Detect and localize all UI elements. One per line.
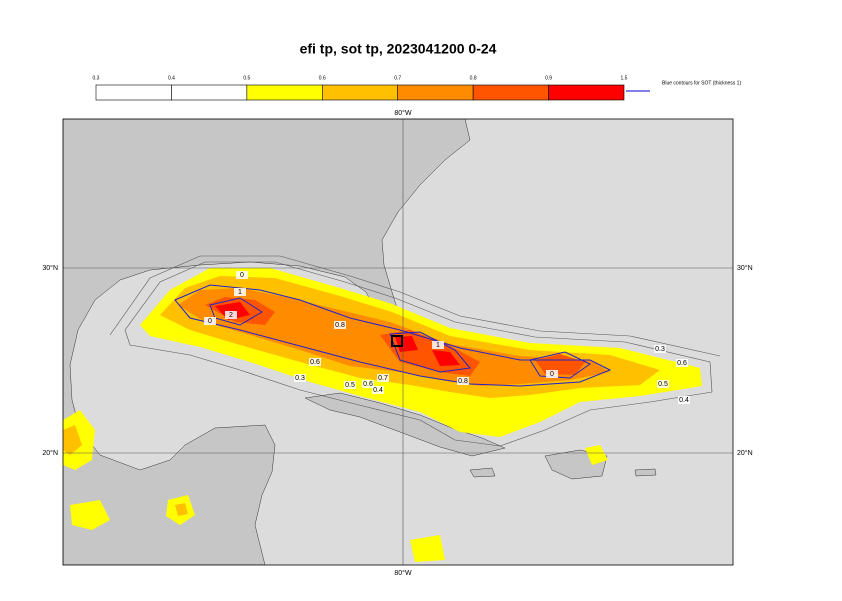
contour-label-bg xyxy=(676,359,688,367)
axis-label-bottom: 80°W xyxy=(394,569,412,577)
axis-label-left: 30°N xyxy=(42,264,58,272)
colorbar-tick-label: 0.9 xyxy=(545,75,552,81)
colorbar-cell xyxy=(397,84,474,101)
axis-label-right: 20°N xyxy=(737,449,753,457)
colorbar-tick-label: 0.3 xyxy=(93,75,100,81)
contour-label: 0.4 xyxy=(679,397,689,404)
axis-label-right: 30°N xyxy=(737,264,753,272)
colorbar-tick-label: 1.5 xyxy=(621,75,628,81)
colorbar-cell xyxy=(171,84,248,101)
contour-label: 0.4 xyxy=(373,387,383,394)
colorbar-cell xyxy=(95,84,172,101)
legend-text: Blue contours for SOT (thickness 1) xyxy=(662,80,741,86)
colorbar-tick-label: 0.5 xyxy=(243,75,250,81)
efi-area xyxy=(63,425,188,516)
contour-label-bg xyxy=(344,381,356,389)
contour-label: 0 xyxy=(550,371,554,378)
axis-label-top: 80°W xyxy=(394,109,412,117)
sot-contours xyxy=(174,284,612,387)
land-puerto-rico xyxy=(634,468,657,477)
contour-label: 0.3 xyxy=(655,346,665,353)
contour-label: 1 xyxy=(436,342,440,349)
map: 0 1 2 0 0.8 1 0.6 0.8 0 0.3 0.6 0.5 0.6 0.7 0.4 0.3 0.5 0… xyxy=(63,119,733,565)
contour-label-bg xyxy=(236,271,248,279)
contour-label-bg xyxy=(362,380,374,388)
contour-label: 0.6 xyxy=(310,359,320,366)
contour-label: 0.7 xyxy=(378,375,388,382)
colorbar: 0.3 0.4 0.5 0.6 0.7 0.8 0.9 1.5 xyxy=(93,75,628,101)
axis-label-left: 20°N xyxy=(42,449,58,457)
contour-label-bg xyxy=(372,386,384,394)
contour-label: 0.5 xyxy=(658,381,668,388)
contour-label-bg xyxy=(546,370,558,378)
contour-label: 0.5 xyxy=(345,382,355,389)
map-frame xyxy=(62,118,734,566)
contour-label-bg xyxy=(234,288,246,296)
contour-label-bg xyxy=(294,374,306,382)
contour-label: 0 xyxy=(208,318,212,325)
colorbar-tick-label: 0.6 xyxy=(319,75,326,81)
contour-label-bg xyxy=(225,311,237,319)
contour-label-bg xyxy=(432,341,444,349)
title: efi tp, sot tp, 2023041200 0-24 xyxy=(300,41,497,57)
contour-label: 0.3 xyxy=(295,375,305,382)
station-box xyxy=(391,335,403,347)
contour-label-bg xyxy=(657,380,669,388)
land-jamaica xyxy=(469,467,496,478)
contour-labels: 0 1 2 0 0.8 1 0.6 0.8 0 0.3 0.6 0.5 0.6 0.7 0.4 0.3 0.5 0… xyxy=(204,271,690,404)
contour-label-bg xyxy=(377,374,389,382)
contour-label-bg xyxy=(204,317,216,325)
contour-label-bg xyxy=(457,377,469,385)
efi-area xyxy=(215,302,460,366)
colorbar-tick-label: 0.4 xyxy=(168,75,175,81)
colorbar-tick-label: 0.8 xyxy=(470,75,477,81)
land-north-america xyxy=(63,119,471,565)
colorbar-cell xyxy=(246,84,323,101)
colorbar-cell xyxy=(321,84,399,101)
contour-label: 2 xyxy=(229,312,233,319)
contour-label-bg xyxy=(678,396,690,404)
contour-label-bg xyxy=(654,345,666,353)
contour-label-bg xyxy=(334,321,346,329)
contour-label-bg xyxy=(309,358,321,366)
contour-label: 0 xyxy=(240,272,244,279)
efi-contours xyxy=(109,255,721,447)
contour-label: 0.6 xyxy=(677,360,687,367)
contour-label: 1 xyxy=(238,289,242,296)
colorbar-cell xyxy=(472,84,549,101)
contour-label: 0.6 xyxy=(363,381,373,388)
colorbar-tick-label: 0.7 xyxy=(394,75,401,81)
colorbar-cell xyxy=(548,84,625,101)
contour-label: 0.8 xyxy=(335,322,345,329)
contour-label: 0.8 xyxy=(458,378,468,385)
